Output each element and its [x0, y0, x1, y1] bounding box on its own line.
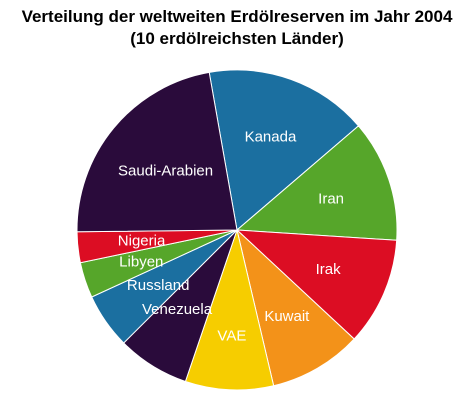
pie-slice-kanada: [208, 69, 360, 231]
slice-label-iran: Iran: [318, 191, 344, 208]
slice-label-russland: Russland: [127, 277, 190, 294]
slice-label-venezuela: Venezuela: [142, 301, 213, 318]
pie-slice-saudi-arabien: [76, 71, 238, 233]
chart-subtitle: (10 erdölreichsten Länder): [130, 29, 344, 48]
chart-title-block: Verteilung der weltweiten Erdölreserven …: [0, 6, 474, 50]
slice-label-libyen: Libyen: [119, 254, 163, 271]
slice-label-saudi-arabien: Saudi-Arabien: [118, 163, 213, 180]
slice-label-kuwait: Kuwait: [264, 308, 310, 325]
slice-label-kanada: Kanada: [245, 129, 297, 146]
slice-label-irak: Irak: [316, 261, 342, 278]
slice-label-vae: VAE: [217, 327, 246, 344]
pie-slice-vae: [184, 228, 275, 391]
chart-title: Verteilung der weltweiten Erdölreserven …: [21, 7, 453, 26]
pie-slice-irak: [235, 229, 398, 340]
pie-slice-kuwait: [236, 228, 355, 387]
slice-label-nigeria: Nigeria: [118, 232, 166, 249]
pie-slice-iran: [235, 125, 398, 241]
